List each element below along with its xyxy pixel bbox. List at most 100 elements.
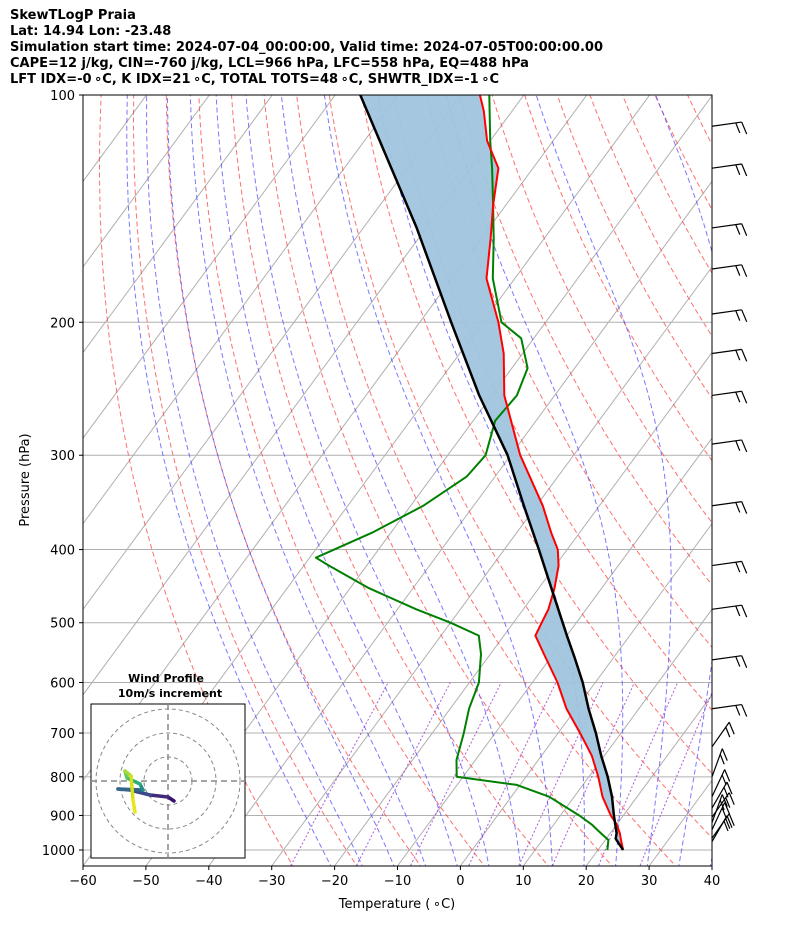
mixing-ratio-line xyxy=(289,682,389,866)
moist-adiabat xyxy=(535,95,672,866)
axis-ticks: −60 −50 −40 −30 −20 −10 0 10 20 30 40 1000 900 800 700… xyxy=(42,89,720,889)
dry-adiabat xyxy=(296,95,677,866)
dry-adiabat xyxy=(459,95,712,586)
wind-barb-feather xyxy=(741,349,748,362)
wind-barb-shaft xyxy=(711,264,742,270)
wind-barb-shaft xyxy=(711,703,742,710)
moist-adiabat xyxy=(245,95,490,866)
index-values-label: LFT IDX=-0 ∘C, K IDX=21 ∘C, TOTAL TOTS=4… xyxy=(10,72,499,87)
wind-barb-shaft xyxy=(711,721,730,748)
isotherm-gridline xyxy=(459,522,712,866)
wind-barb xyxy=(711,223,748,237)
wind-barb-shaft xyxy=(711,748,723,778)
dry-adiabat xyxy=(133,95,358,866)
wind-barb xyxy=(711,703,748,717)
wind-barb-feather xyxy=(735,349,741,361)
y-axis-label: Pressure (hPa) xyxy=(18,433,33,526)
hodograph-trace-segment xyxy=(131,798,137,814)
wind-barb xyxy=(711,721,735,748)
wind-barb xyxy=(711,781,733,809)
wind-barb-feather xyxy=(735,561,741,573)
dry-adiabat xyxy=(556,95,712,400)
y-tick-label: 400 xyxy=(50,544,75,559)
moist-adiabat xyxy=(445,95,624,866)
wind-barb-shaft xyxy=(711,781,728,809)
y-tick-label: 1000 xyxy=(42,844,75,859)
moist-adiabat xyxy=(655,95,712,866)
wind-barb-shaft xyxy=(711,794,723,823)
isotherm-gridline xyxy=(83,95,210,268)
wind-barb-feather xyxy=(735,265,741,276)
hodograph-inset: Wind Profile 10m/s increment xyxy=(90,672,246,859)
dry-adiabat xyxy=(714,82,794,869)
y-tick-label: 700 xyxy=(50,727,75,742)
wind-barb-feather xyxy=(735,656,741,667)
mixing-ratio-line xyxy=(551,682,635,866)
isotherm-gridline xyxy=(585,693,712,866)
wind-barb xyxy=(711,792,735,818)
x-tick-label: −50 xyxy=(132,874,159,889)
x-tick-label: −10 xyxy=(384,874,411,889)
dewpoint-line xyxy=(314,95,610,851)
location-label: Lat: 14.94 Lon: -23.48 xyxy=(10,24,172,39)
wind-barb-feather xyxy=(721,794,728,807)
wind-barbs xyxy=(711,121,748,843)
x-tick-label: 10 xyxy=(515,874,532,889)
wind-barb-feather xyxy=(735,502,741,513)
wind-barb-shaft xyxy=(711,223,742,229)
dry-adiabat xyxy=(524,95,712,462)
wind-barb-shaft xyxy=(711,439,742,445)
wind-barb-feather xyxy=(723,787,729,798)
isotherm-gridline xyxy=(83,95,399,525)
wind-barb-feather xyxy=(741,561,748,574)
mixing-ratio-line xyxy=(597,682,679,866)
wind-barb-shaft xyxy=(711,121,742,127)
wind-barb-feather xyxy=(735,391,741,403)
dry-adiabat xyxy=(361,95,712,775)
isotherm-gridline xyxy=(334,351,712,866)
x-tick-label: 40 xyxy=(704,874,721,889)
chart-series xyxy=(314,95,625,851)
chart-title: SkewTLogP Praia xyxy=(10,8,136,23)
wind-barb-feather xyxy=(735,164,741,176)
wind-barb xyxy=(711,309,748,323)
isotherm-gridline xyxy=(271,266,712,866)
simulation-time-label: Simulation start time: 2024-07-04_00:00:… xyxy=(10,40,603,55)
x-tick-label: 20 xyxy=(578,874,595,889)
hodograph-plot xyxy=(91,704,245,858)
hodograph-title: Wind Profile xyxy=(128,672,204,685)
wind-barb xyxy=(711,501,748,514)
moist-adiabat xyxy=(146,95,363,866)
wind-barb-shaft xyxy=(711,655,742,661)
mixing-ratio-line xyxy=(355,682,451,866)
wind-barb-feather xyxy=(741,391,748,404)
wind-barb-feather xyxy=(741,121,748,135)
chart-header: SkewTLogP Praia Lat: 14.94 Lon: -23.48 S… xyxy=(10,8,603,88)
wind-barb xyxy=(711,439,748,453)
dry-adiabat xyxy=(198,95,486,866)
x-tick-label: 0 xyxy=(456,874,464,889)
x-tick-label: −60 xyxy=(69,874,96,889)
y-tick-label: 500 xyxy=(50,617,75,632)
wind-barb-feather xyxy=(741,604,748,618)
x-tick-label: −30 xyxy=(258,874,285,889)
dry-adiabat xyxy=(263,95,613,866)
dry-adiabat xyxy=(99,95,294,866)
wind-barb-shaft xyxy=(711,769,726,797)
hodograph-subtitle: 10m/s increment xyxy=(118,687,222,700)
wind-barb-feather xyxy=(723,820,729,832)
hodograph-trace-segment xyxy=(129,774,135,802)
wind-barb-feather xyxy=(735,605,741,617)
wind-barb-feather xyxy=(719,754,725,765)
y-tick-label: 800 xyxy=(50,771,75,786)
hodograph-trace-segment xyxy=(125,776,142,786)
wind-barb-feather xyxy=(721,807,727,819)
wind-barb-feather xyxy=(735,440,741,451)
mixing-ratio-line xyxy=(467,682,557,866)
wind-barb-feather xyxy=(721,774,727,786)
isotherm-gridline xyxy=(522,608,712,866)
wind-barb-feather xyxy=(725,818,731,829)
wind-barb-feather xyxy=(741,655,748,668)
wind-barb-feather xyxy=(725,726,731,738)
dry-adiabat xyxy=(230,95,549,866)
